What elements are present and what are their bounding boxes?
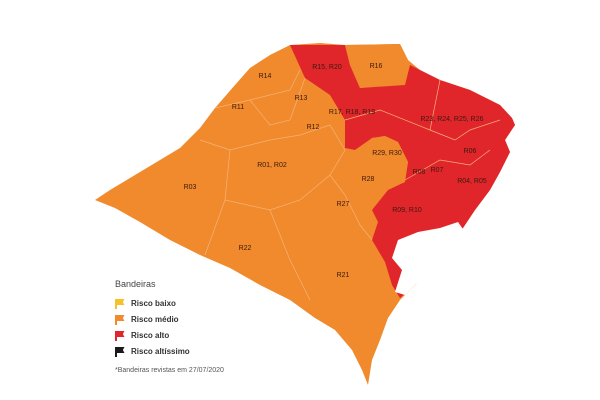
- region-label: R09, R10: [392, 207, 422, 214]
- region-label: R15, R20: [312, 64, 342, 71]
- region-label: R04, R05: [457, 178, 487, 185]
- legend-item: Risco alto: [115, 327, 224, 343]
- high-risk-area: [290, 45, 515, 298]
- legend-note: *Bandeiras revistas em 27/07/2020: [115, 367, 224, 374]
- region-r16: [345, 44, 408, 88]
- region-label: R27: [337, 201, 350, 208]
- region-label: R07: [431, 167, 444, 174]
- flag-icon: [115, 299, 125, 309]
- region-borders: [199, 69, 501, 301]
- legend-item: Risco baixo: [115, 295, 224, 311]
- region-label: R23, R24, R25, R26: [420, 116, 483, 123]
- region-label: R01, R02: [257, 162, 287, 169]
- lagoon: [392, 222, 465, 295]
- region-label: R12: [307, 124, 320, 131]
- region-label: R17, R18, R19: [329, 109, 375, 116]
- flag-icon: [115, 315, 125, 325]
- legend-label: Risco médio: [131, 314, 179, 324]
- legend-item: Risco altíssimo: [115, 343, 224, 359]
- region-label: R28: [362, 176, 375, 183]
- legend-label: Risco baixo: [131, 298, 176, 308]
- region-label: R21: [337, 272, 350, 279]
- region-label: R29, R30: [372, 150, 402, 157]
- legend-label: Risco altíssimo: [131, 346, 190, 356]
- region-label: R03: [184, 184, 197, 191]
- flag-icon: [115, 331, 125, 341]
- flag-icon: [115, 347, 125, 357]
- region-label: R11: [232, 104, 244, 111]
- region-label: R16: [370, 63, 383, 70]
- region-label: R06: [464, 148, 477, 155]
- legend-item: Risco médio: [115, 311, 224, 327]
- region-label: R08: [413, 169, 426, 176]
- legend-title: Bandeiras: [115, 279, 156, 289]
- region-label: R14: [259, 73, 272, 80]
- region-r29-r30: [360, 136, 408, 188]
- region-label: R13: [295, 95, 308, 102]
- legend-label: Risco alto: [131, 330, 170, 340]
- legend: Bandeiras Risco baixo Risco médio Risco al…: [115, 279, 224, 374]
- region-label: R22: [239, 245, 252, 252]
